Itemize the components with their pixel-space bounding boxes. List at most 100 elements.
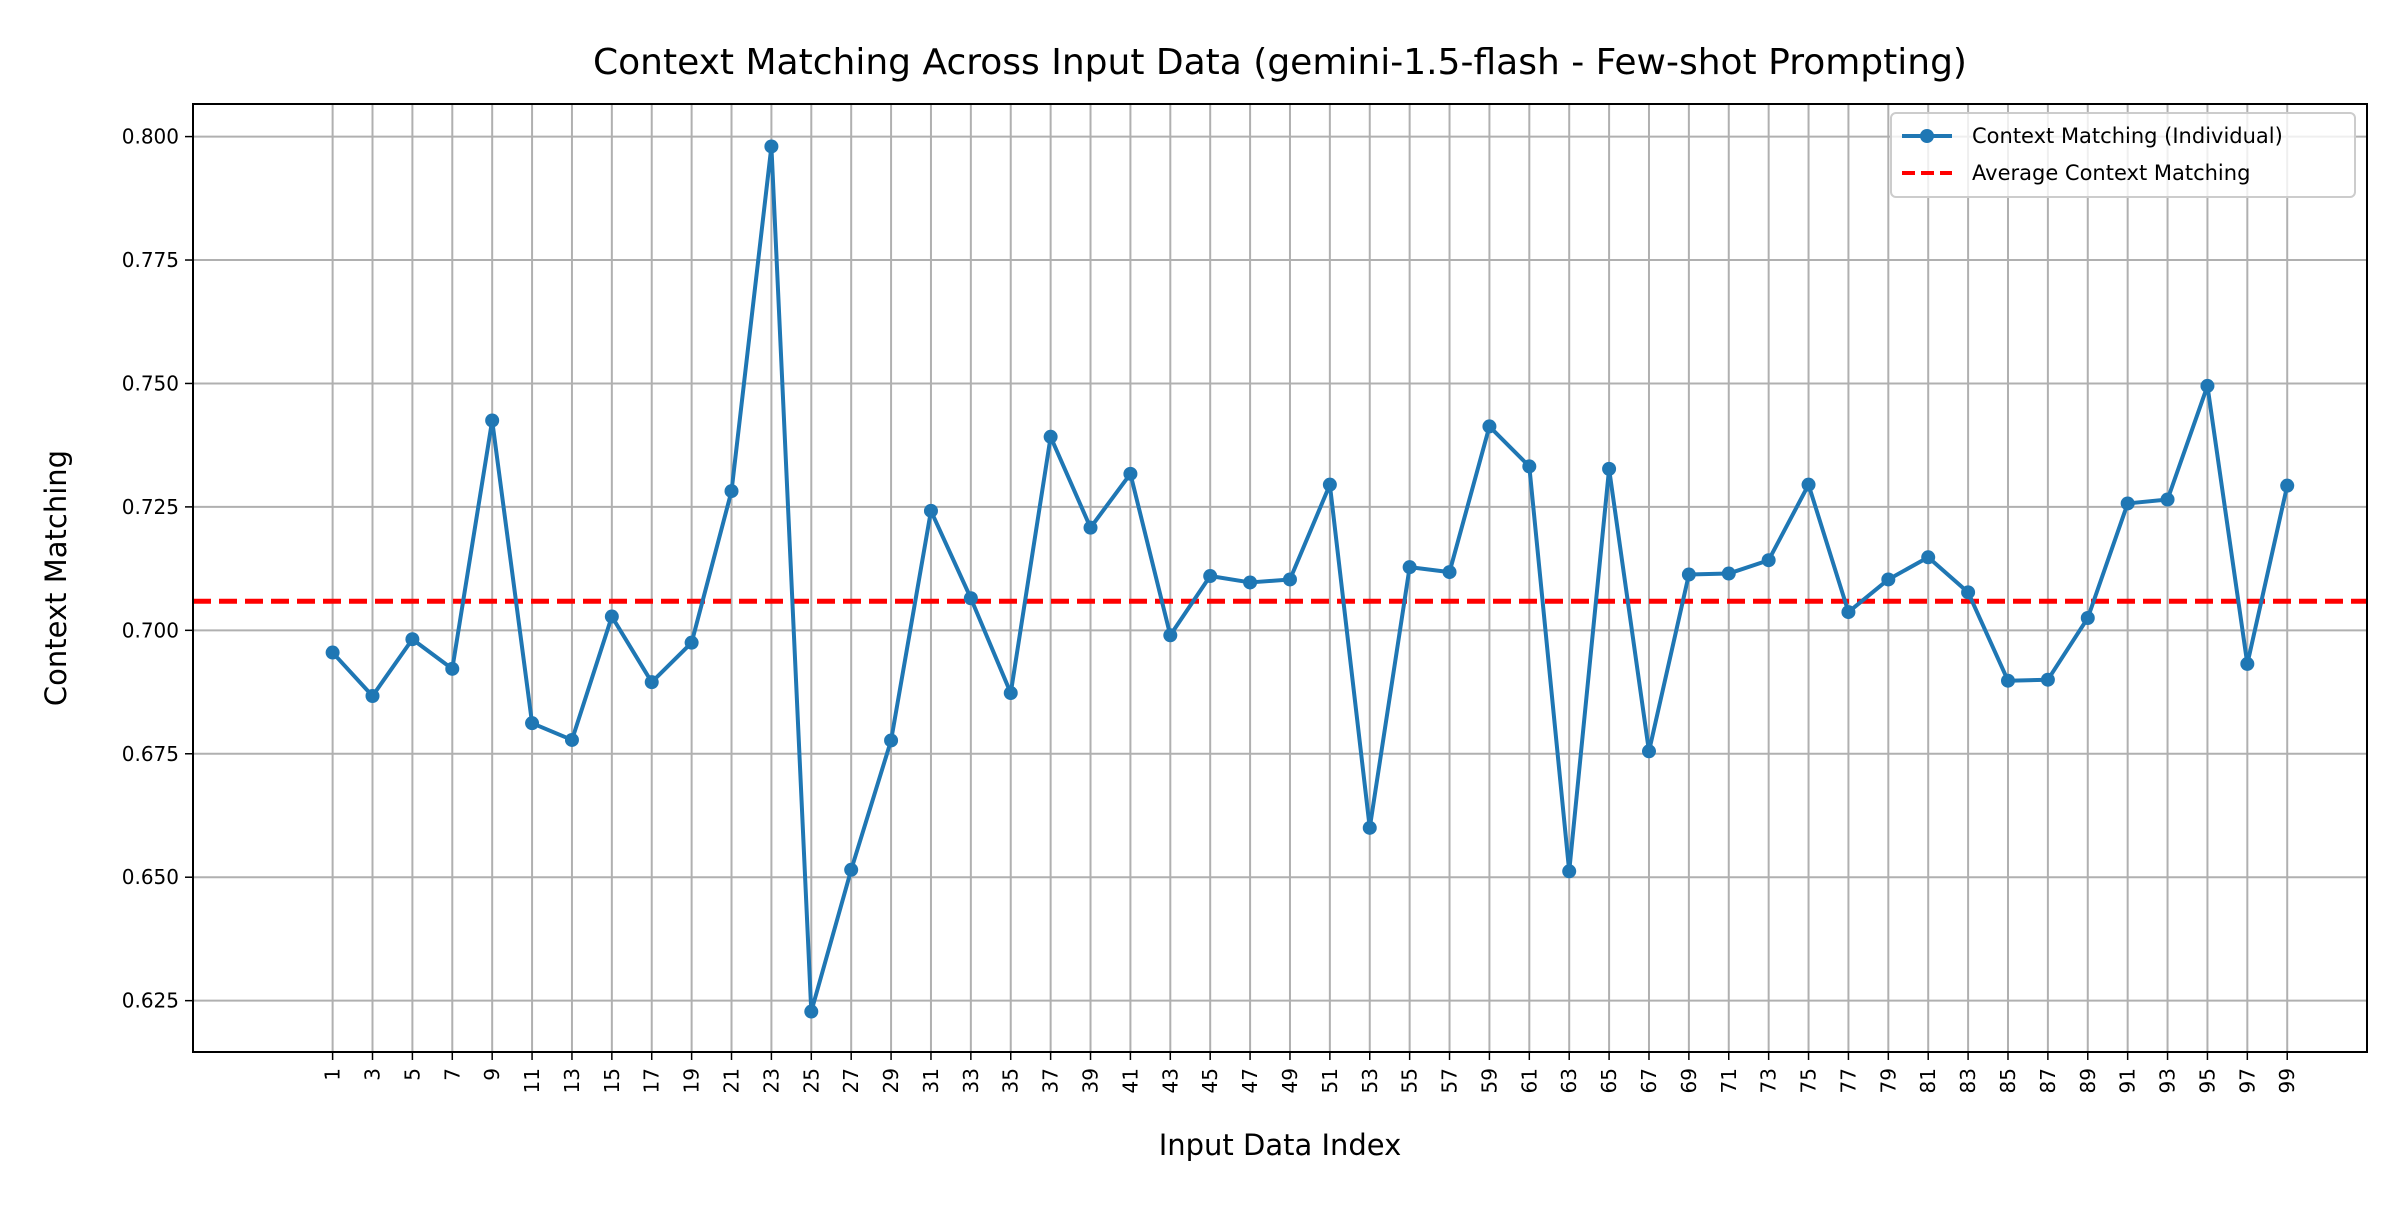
data-point: [1921, 550, 1936, 565]
x-tick-label: 51: [1318, 1068, 1342, 1093]
x-tick-label: 49: [1278, 1068, 1302, 1093]
x-tick-label: 25: [799, 1068, 823, 1093]
x-tick-label: 5: [400, 1068, 424, 1081]
x-tick-label: 39: [1079, 1068, 1103, 1093]
x-tick-label: 91: [2116, 1068, 2140, 1093]
x-tick-label: 71: [1717, 1068, 1741, 1093]
x-tick-label: 1: [321, 1068, 345, 1081]
data-point: [1163, 628, 1178, 643]
data-point: [1721, 566, 1736, 581]
data-point: [1801, 477, 1816, 492]
data-point: [963, 591, 978, 606]
data-point: [1402, 560, 1417, 575]
x-tick-label: 9: [480, 1068, 504, 1081]
legend-series-marker-swatch: [1920, 129, 1934, 143]
x-tick-label: 73: [1757, 1068, 1781, 1093]
y-tick-label: 0.725: [122, 495, 179, 519]
data-point: [1442, 565, 1457, 580]
x-tick-label: 13: [560, 1068, 584, 1093]
data-point: [1881, 572, 1896, 587]
legend: Context Matching (Individual) Average Co…: [1890, 112, 2356, 198]
data-point: [485, 413, 500, 428]
y-axis-label: Context Matching: [39, 450, 73, 706]
data-point: [1243, 575, 1258, 590]
x-tick-label: 81: [1916, 1068, 1940, 1093]
data-point: [365, 689, 380, 704]
data-point: [2000, 673, 2015, 688]
series-line: [330, 144, 2290, 1014]
data-point: [2160, 492, 2175, 507]
x-tick-label: 77: [1836, 1068, 1860, 1093]
x-tick-label: 95: [2195, 1068, 2219, 1093]
data-point: [923, 503, 938, 518]
x-tick-label: 23: [759, 1068, 783, 1093]
data-point: [525, 716, 540, 731]
y-axis-ticks: 0.625 0.650 0.675 0.700 0.725 0.750 0.775 0.800: [122, 125, 193, 1013]
legend-label-average: Average Context Matching: [1972, 161, 2250, 185]
x-tick-label: 41: [1118, 1068, 1142, 1093]
x-tick-label: 11: [520, 1068, 544, 1093]
x-tick-label: 87: [2036, 1068, 2060, 1093]
data-point: [724, 484, 739, 499]
data-point: [1562, 864, 1577, 879]
x-tick-label: 17: [640, 1068, 664, 1093]
data-point: [1641, 744, 1656, 759]
data-point: [804, 1004, 819, 1019]
data-point: [2280, 478, 2295, 493]
x-tick-label: 27: [839, 1068, 863, 1093]
data-point: [1203, 569, 1218, 584]
data-point: [1043, 429, 1058, 444]
data-point: [564, 732, 579, 747]
data-point: [2120, 496, 2135, 511]
x-tick-label: 47: [1238, 1068, 1262, 1093]
data-point: [1123, 466, 1138, 481]
x-tick-label: 97: [2235, 1068, 2259, 1093]
x-tick-label: 85: [1996, 1068, 2020, 1093]
y-tick-label: 0.775: [122, 248, 179, 272]
y-tick-label: 0.700: [122, 618, 179, 642]
data-point: [1841, 605, 1856, 620]
y-tick-label: 0.750: [122, 371, 179, 395]
x-tick-label: 99: [2275, 1068, 2299, 1093]
data-point: [325, 645, 340, 660]
x-tick-label: 93: [2156, 1068, 2180, 1093]
data-point: [684, 635, 699, 650]
y-tick-label: 0.800: [122, 125, 179, 149]
data-point: [1322, 477, 1337, 492]
x-tick-label: 43: [1158, 1068, 1182, 1093]
data-point: [445, 661, 460, 676]
x-tick-label: 19: [680, 1068, 704, 1093]
x-tick-label: 79: [1876, 1068, 1900, 1093]
chart-title: Context Matching Across Input Data (gemi…: [593, 42, 1967, 83]
data-point: [1761, 553, 1776, 568]
x-tick-label: 53: [1358, 1068, 1382, 1093]
x-tick-label: 33: [959, 1068, 983, 1093]
x-tick-label: 7: [440, 1068, 464, 1081]
x-tick-label: 3: [361, 1068, 385, 1081]
x-tick-label: 59: [1477, 1068, 1501, 1093]
x-axis-ticks: 1 3 5 7 9 11 13 15 17 19 21 23 25 27 29 31 33 35 37 39 41 43 4…: [321, 1052, 2299, 1093]
series-layer: [325, 139, 2295, 1019]
data-point: [2080, 610, 2095, 625]
data-point: [1003, 686, 1018, 701]
x-tick-label: 37: [1039, 1068, 1063, 1093]
y-tick-label: 0.625: [122, 989, 179, 1013]
x-tick-label: 55: [1398, 1068, 1422, 1093]
data-point: [2240, 656, 2255, 671]
x-tick-label: 31: [919, 1068, 943, 1093]
y-tick-label: 0.675: [122, 742, 179, 766]
x-tick-label: 29: [879, 1068, 903, 1093]
data-point: [1681, 567, 1696, 582]
data-point: [405, 632, 420, 647]
data-point: [1961, 585, 1976, 600]
y-tick-label: 0.650: [122, 865, 179, 889]
data-point: [1362, 820, 1377, 835]
x-tick-label: 57: [1438, 1068, 1462, 1093]
data-point: [2040, 672, 2055, 687]
data-point: [644, 675, 659, 690]
x-tick-label: 45: [1198, 1068, 1222, 1093]
data-point: [2200, 378, 2215, 393]
x-tick-label: 69: [1677, 1068, 1701, 1093]
